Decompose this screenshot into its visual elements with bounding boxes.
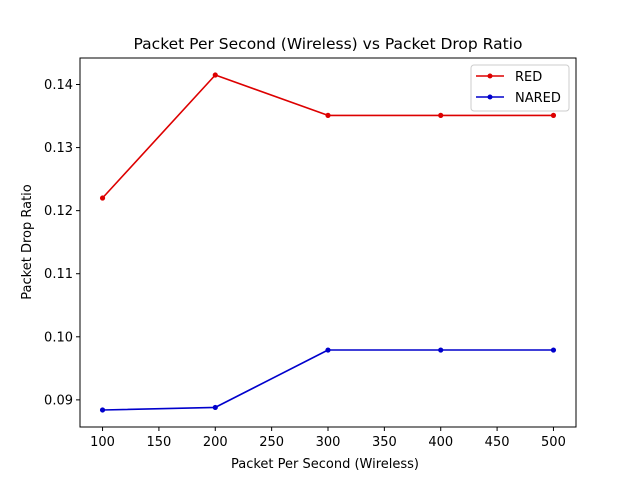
x-axis: 100 150 200 250 300 350 400 450 500: [90, 427, 566, 450]
data-point-nared: [438, 347, 444, 353]
x-tick-label: 250: [259, 435, 284, 450]
data-point-red: [438, 112, 444, 118]
legend-marker-nared: [487, 94, 493, 100]
plot-background: [80, 58, 576, 427]
legend-label-red: RED: [515, 70, 542, 85]
y-tick-label: 0.13: [44, 141, 73, 156]
data-point-red: [99, 195, 106, 201]
legend-label-nared: NARED: [515, 91, 561, 106]
y-tick-label: 0.12: [44, 204, 73, 219]
data-point-nared: [325, 347, 331, 353]
series-layer: [99, 72, 557, 413]
x-tick-label: 350: [372, 435, 397, 450]
chart-title: Packet Per Second (Wireless) vs Packet D…: [134, 35, 523, 53]
data-point-red: [550, 112, 557, 118]
y-tick-label: 0.10: [44, 330, 73, 345]
y-tick-label: 0.14: [44, 78, 73, 93]
y-tick-label: 0.09: [44, 393, 73, 408]
data-point-nared: [99, 407, 106, 413]
x-tick-label: 500: [541, 435, 566, 450]
x-tick-label: 150: [146, 435, 171, 450]
y-tick-label: 0.11: [44, 267, 73, 282]
data-point-nared: [212, 404, 218, 411]
legend-marker-red: [487, 73, 493, 79]
y-axis: 0.09 0.10 0.11 0.12 0.13 0.14: [44, 78, 80, 408]
x-tick-label: 200: [203, 435, 228, 450]
data-point-red: [325, 112, 331, 118]
legend: RED NARED: [470, 64, 570, 112]
y-axis-label: Packet Drop Ratio: [20, 184, 35, 299]
data-point-nared: [550, 347, 557, 353]
x-tick-label: 400: [428, 435, 453, 450]
data-point-red: [212, 72, 218, 78]
x-axis-label: Packet Per Second (Wireless): [231, 457, 419, 472]
x-tick-label: 100: [90, 435, 115, 450]
x-tick-label: 300: [316, 435, 341, 450]
x-tick-label: 450: [485, 435, 510, 450]
